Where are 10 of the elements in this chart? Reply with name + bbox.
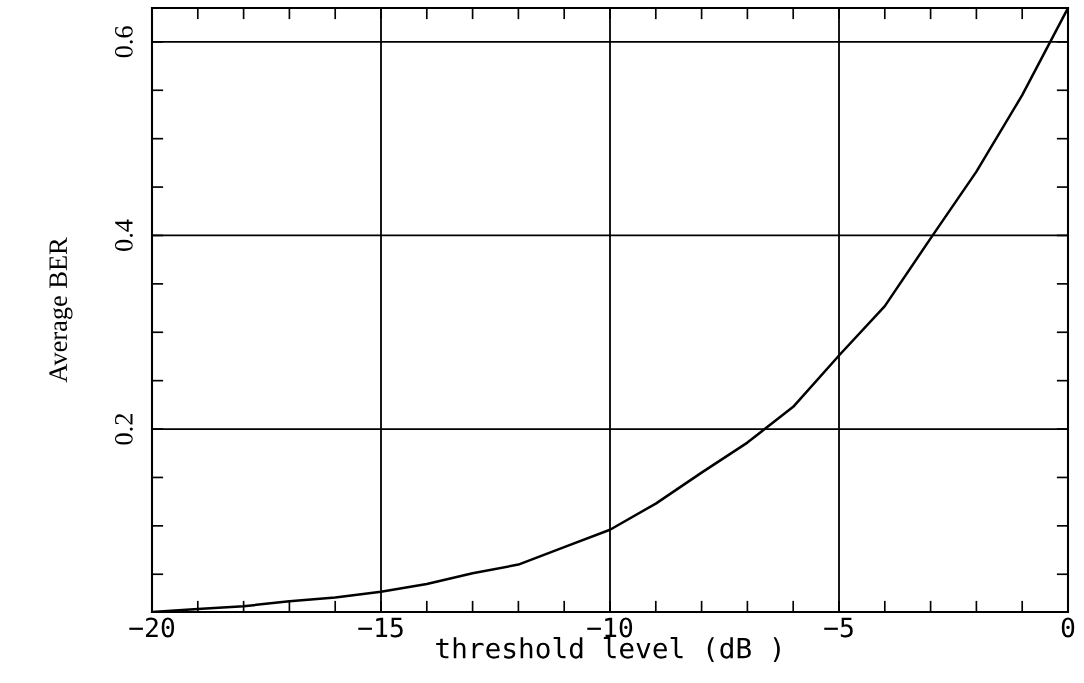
y-tick-label: 0.2 (114, 414, 133, 445)
y-axis-title: Average BER (49, 237, 73, 383)
x-tick-label: 0 (1061, 617, 1075, 638)
x-tick-label: −5 (824, 617, 853, 638)
x-axis-title: threshold level (dB ) (436, 636, 780, 662)
x-tick-label: −10 (587, 617, 633, 638)
y-tick-label: 0.4 (114, 219, 133, 251)
x-tick-label: −15 (358, 617, 403, 638)
x-tick-label: −20 (129, 617, 175, 638)
y-tick-label: 0.6 (114, 26, 133, 58)
